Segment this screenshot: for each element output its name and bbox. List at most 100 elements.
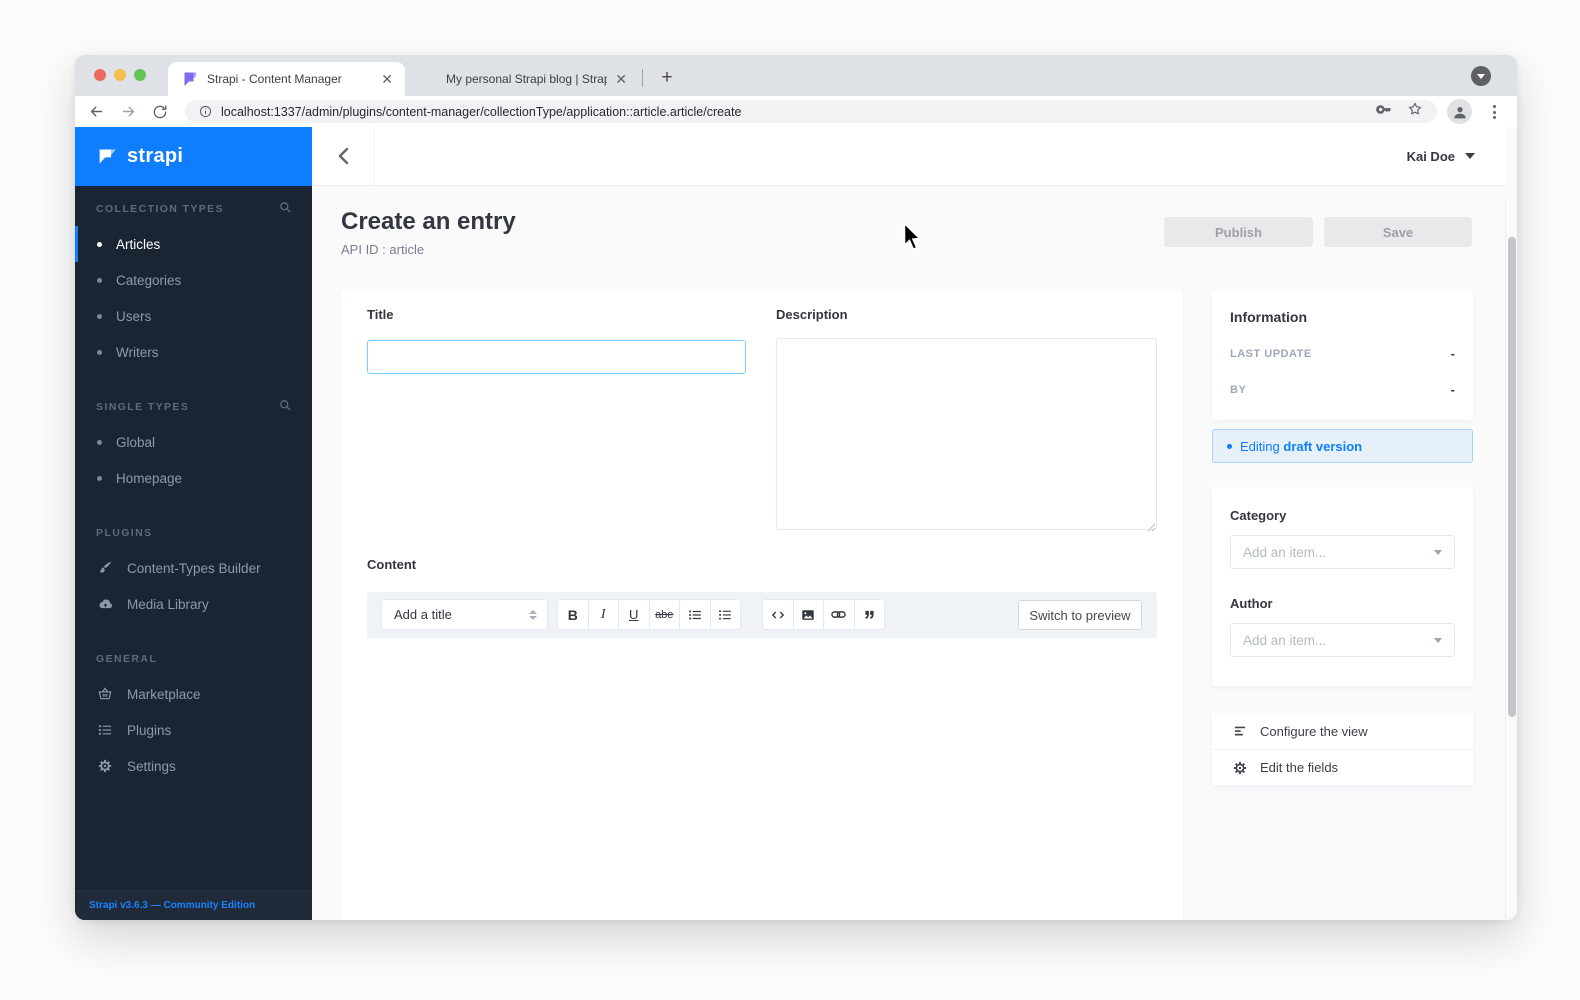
- sidebar-item-settings[interactable]: Settings: [75, 748, 312, 784]
- code-button[interactable]: [762, 599, 794, 630]
- tab-strapi-content-manager[interactable]: Strapi - Content Manager ✕: [168, 62, 405, 96]
- browser-tabstrip: Strapi - Content Manager ✕ My personal S…: [75, 55, 1517, 96]
- draft-text: Editing draft version: [1240, 438, 1363, 454]
- sidebar-item-plugins[interactable]: Plugins: [75, 712, 312, 748]
- quote-icon: [865, 610, 874, 619]
- section-collection-types: COLLECTION TYPES Articles Categories: [75, 192, 312, 370]
- by-row: BY -: [1230, 382, 1455, 397]
- reload-button[interactable]: [146, 96, 174, 127]
- description-textarea[interactable]: [776, 338, 1157, 530]
- switch-to-preview-button[interactable]: Switch to preview: [1018, 600, 1142, 630]
- bullet-icon: [97, 241, 102, 247]
- blog-favicon-icon: [421, 71, 437, 87]
- tab-title: My personal Strapi blog | Strap: [446, 72, 608, 86]
- version-footer[interactable]: Strapi v3.6.3 — Community Edition: [75, 890, 312, 920]
- category-select[interactable]: Add an item...: [1230, 535, 1455, 569]
- search-icon[interactable]: [279, 201, 292, 217]
- single-types-header: SINGLE TYPES: [75, 390, 312, 424]
- close-window-button[interactable]: [94, 69, 106, 81]
- site-info-icon[interactable]: [199, 105, 212, 118]
- sidebar-item-content-types-builder[interactable]: Content-Types Builder: [75, 550, 312, 586]
- resize-handle-icon[interactable]: [1147, 519, 1156, 537]
- strapi-favicon-icon: [182, 71, 198, 87]
- strikethrough-button[interactable]: abe: [648, 599, 680, 630]
- forward-button[interactable]: [114, 96, 142, 127]
- category-placeholder: Add an item...: [1243, 544, 1327, 560]
- section-label: GENERAL: [96, 653, 158, 665]
- sidebar-item-articles[interactable]: Articles: [75, 226, 312, 262]
- save-button[interactable]: Save: [1324, 217, 1472, 247]
- back-button[interactable]: [82, 96, 110, 127]
- app-topbar: Kai Doe: [312, 127, 1505, 186]
- page-scrollbar[interactable]: [1505, 199, 1517, 920]
- collection-types-header: COLLECTION TYPES: [75, 192, 312, 226]
- maximize-window-button[interactable]: [134, 69, 146, 81]
- browser-profile-avatar[interactable]: [1447, 99, 1472, 124]
- last-update-value: -: [1450, 346, 1455, 361]
- sidebar-item-writers[interactable]: Writers: [75, 334, 312, 370]
- chevron-down-icon: [1465, 153, 1475, 159]
- new-tab-button[interactable]: +: [661, 67, 673, 88]
- window-controls[interactable]: [94, 69, 146, 81]
- view-links-card: Configure the view Edit the fields: [1212, 713, 1473, 785]
- heading-select[interactable]: Add a title: [381, 599, 548, 630]
- basket-icon: [97, 687, 113, 701]
- section-label: COLLECTION TYPES: [96, 203, 224, 215]
- link-button[interactable]: [823, 599, 855, 630]
- search-icon[interactable]: [279, 399, 292, 415]
- sidebar-item-users[interactable]: Users: [75, 298, 312, 334]
- sidebar-item-homepage[interactable]: Homepage: [75, 460, 312, 496]
- minimize-window-button[interactable]: [114, 69, 126, 81]
- unordered-list-icon: [688, 609, 701, 620]
- by-label: BY: [1230, 383, 1247, 396]
- section-general: GENERAL Marketplace Plugins: [75, 642, 312, 784]
- underline-button[interactable]: U: [618, 599, 650, 630]
- sidebar: strapi COLLECTION TYPES Articles: [75, 127, 312, 920]
- browser-window: Strapi - Content Manager ✕ My personal S…: [75, 55, 1517, 920]
- close-tab-icon[interactable]: ✕: [381, 71, 393, 87]
- sidebar-item-label: Articles: [116, 236, 161, 252]
- user-menu[interactable]: Kai Doe: [1407, 149, 1475, 164]
- sidebar-item-marketplace[interactable]: Marketplace: [75, 676, 312, 712]
- cloud-upload-icon: [97, 597, 113, 612]
- close-tab-icon[interactable]: ✕: [615, 71, 627, 87]
- tab-search-button[interactable]: [1471, 66, 1491, 86]
- italic-button[interactable]: I: [587, 599, 619, 630]
- unordered-list-button[interactable]: [679, 599, 711, 630]
- version-text: Strapi v3.6.3 — Community Edition: [89, 900, 256, 911]
- sidebar-item-categories[interactable]: Categories: [75, 262, 312, 298]
- sidebar-item-global[interactable]: Global: [75, 424, 312, 460]
- url-bar[interactable]: localhost:1337/admin/plugins/content-man…: [185, 100, 1437, 123]
- bold-button[interactable]: B: [557, 599, 589, 630]
- tab-personal-blog[interactable]: My personal Strapi blog | Strap ✕: [407, 62, 637, 96]
- sidebar-item-label: Media Library: [127, 596, 209, 612]
- go-back-button[interactable]: [312, 127, 375, 185]
- browser-menu-button[interactable]: [1487, 102, 1501, 122]
- image-button[interactable]: [792, 599, 824, 630]
- ordered-list-button[interactable]: [709, 599, 741, 630]
- editor-body[interactable]: [367, 638, 1157, 920]
- bookmark-star-icon[interactable]: [1407, 101, 1423, 122]
- publish-button[interactable]: Publish: [1164, 217, 1313, 247]
- gear-icon: [97, 759, 113, 773]
- strapi-logo[interactable]: strapi: [75, 127, 312, 186]
- password-key-icon[interactable]: [1375, 101, 1392, 123]
- edit-fields-link[interactable]: Edit the fields: [1212, 749, 1473, 785]
- author-select[interactable]: Add an item...: [1230, 623, 1455, 657]
- scrollbar-thumb[interactable]: [1508, 237, 1516, 717]
- chevron-down-icon: [1434, 637, 1442, 643]
- section-plugins: PLUGINS Content-Types Builder Media Libr…: [75, 516, 312, 622]
- bullet-icon: [97, 349, 102, 355]
- configure-view-link[interactable]: Configure the view: [1212, 713, 1473, 749]
- tab-divider: [642, 69, 643, 87]
- browser-toolbar: localhost:1337/admin/plugins/content-man…: [75, 96, 1517, 127]
- plugins-header: PLUGINS: [75, 516, 312, 550]
- information-card: Information LAST UPDATE - BY -: [1212, 291, 1473, 420]
- content-field-label: Content: [367, 557, 417, 572]
- url-text: localhost:1337/admin/plugins/content-man…: [221, 104, 742, 119]
- last-update-row: LAST UPDATE -: [1230, 346, 1455, 361]
- quote-button[interactable]: [853, 599, 885, 630]
- sidebar-item-media-library[interactable]: Media Library: [75, 586, 312, 622]
- author-label: Author: [1230, 596, 1273, 611]
- title-input[interactable]: [367, 340, 746, 374]
